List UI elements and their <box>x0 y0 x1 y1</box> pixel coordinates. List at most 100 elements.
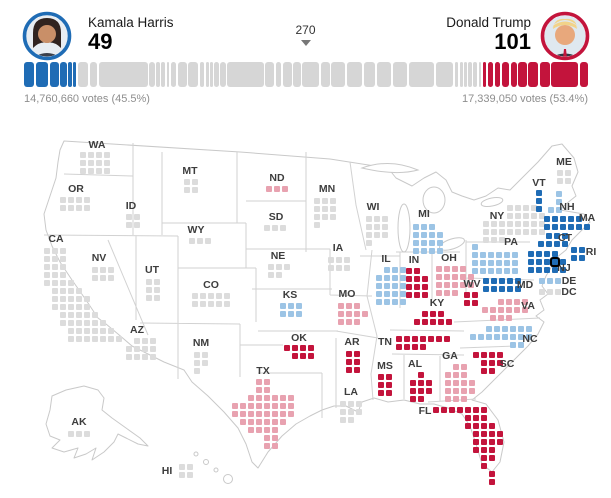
ev-square-or <box>60 205 66 211</box>
ev-square-tx <box>272 419 278 425</box>
ev-square-ak <box>68 431 74 437</box>
ev-square-tx <box>272 411 278 417</box>
ev-square-ut <box>146 295 152 301</box>
ev-square-mi <box>429 224 435 230</box>
state-label-oh: OH <box>441 252 457 264</box>
ev-square-tn <box>444 336 450 342</box>
ev-square-ny <box>507 229 513 235</box>
ev-square-in <box>406 276 412 282</box>
ev-square-dc <box>539 289 545 295</box>
ev-square-ne <box>268 272 274 278</box>
ev-square-in <box>406 284 412 290</box>
ev-square-ny <box>499 237 505 243</box>
ev-square-mo <box>362 311 368 317</box>
ev-square-al <box>410 380 416 386</box>
ev-square-wa <box>104 152 110 158</box>
ev-square-tx <box>264 435 270 441</box>
state-label-nc: NC <box>522 333 538 345</box>
ev-square-fl <box>489 423 495 429</box>
ev-square-sc <box>481 368 487 374</box>
ev-square-nc <box>518 334 524 340</box>
state-label-ar: AR <box>344 336 360 348</box>
ev-square-wa <box>96 160 102 166</box>
ev-square-nj <box>552 267 558 273</box>
ev-square-ca <box>68 328 74 334</box>
ev-square-oh <box>452 282 458 288</box>
ev-square-sd <box>272 225 278 231</box>
bar-segment-none <box>320 62 330 87</box>
bar-segment-none <box>468 62 472 87</box>
ev-square-ri <box>579 247 585 253</box>
ev-square-ct <box>538 241 544 247</box>
ev-square-ca <box>92 328 98 334</box>
ev-square-fl <box>473 439 479 445</box>
state-label-ak: AK <box>71 416 87 428</box>
ev-square-oh <box>444 266 450 272</box>
ev-square-ca <box>60 272 66 278</box>
ev-square-ca <box>52 248 58 254</box>
harris-name: Kamala Harris <box>88 15 174 30</box>
ev-square-mi <box>421 232 427 238</box>
ev-square-nh <box>548 207 554 213</box>
ev-square-mn <box>314 198 320 204</box>
ev-square-ms <box>386 382 392 388</box>
ev-square-ca <box>68 304 74 310</box>
ev-square-ct <box>562 241 568 247</box>
ev-square-wa <box>88 160 94 166</box>
bar-segment-none <box>156 62 160 87</box>
ev-square-az <box>142 354 148 360</box>
bar-segment-none <box>293 62 301 87</box>
ev-square-md <box>507 278 513 284</box>
ev-square-ks <box>280 303 286 309</box>
ev-square-mo <box>346 303 352 309</box>
ev-square-ma <box>576 216 582 222</box>
ev-square-ca <box>100 336 106 342</box>
ev-square-md <box>507 286 513 292</box>
ev-square-az <box>142 346 148 352</box>
state-label-nh: NH <box>559 201 575 213</box>
ev-square-nj <box>544 259 550 265</box>
ev-square-ca <box>68 320 74 326</box>
bar-segment-none <box>210 62 213 87</box>
ev-square-nc <box>470 334 476 340</box>
ev-square-nv <box>100 267 106 273</box>
ev-square-az <box>142 338 148 344</box>
state-label-pa: PA <box>504 236 518 248</box>
bar-segment-none <box>166 62 170 87</box>
ev-square-tx <box>280 395 286 401</box>
ev-square-fl <box>481 431 487 437</box>
ev-square-ut <box>154 287 160 293</box>
ev-square-al <box>418 396 424 402</box>
ev-square-fl <box>457 407 463 413</box>
ev-square-ma <box>544 224 550 230</box>
ev-square-ky <box>430 311 436 317</box>
state-label-id: ID <box>125 200 137 212</box>
ev-square-tx <box>256 379 262 385</box>
ev-square-mi <box>413 240 419 246</box>
ev-square-ks <box>296 303 302 309</box>
bar-segment-none <box>214 62 219 87</box>
ev-square-ne <box>284 264 290 270</box>
ev-square-tx <box>256 411 262 417</box>
ev-square-ar <box>346 351 352 357</box>
ev-square-ca <box>84 312 90 318</box>
ev-square-tx <box>288 411 294 417</box>
ev-square-co <box>192 301 198 307</box>
state-label-nd: ND <box>269 172 285 184</box>
ev-square-wv <box>464 292 470 298</box>
bar-segment-none <box>346 62 363 87</box>
ev-square-wv <box>472 292 478 298</box>
bar-segment-rep <box>501 62 510 87</box>
ev-square-fl <box>481 407 487 413</box>
ev-square-ca <box>68 312 74 318</box>
ev-square-ny <box>483 221 489 227</box>
ev-square-ne <box>268 264 274 270</box>
ev-square-tx <box>264 443 270 449</box>
bar-segment-none <box>170 62 177 87</box>
ev-square-or <box>76 197 82 203</box>
ev-square-tx <box>272 427 278 433</box>
ev-square-nj <box>544 267 550 273</box>
ev-square-wi <box>374 216 380 222</box>
ev-square-az <box>126 354 132 360</box>
